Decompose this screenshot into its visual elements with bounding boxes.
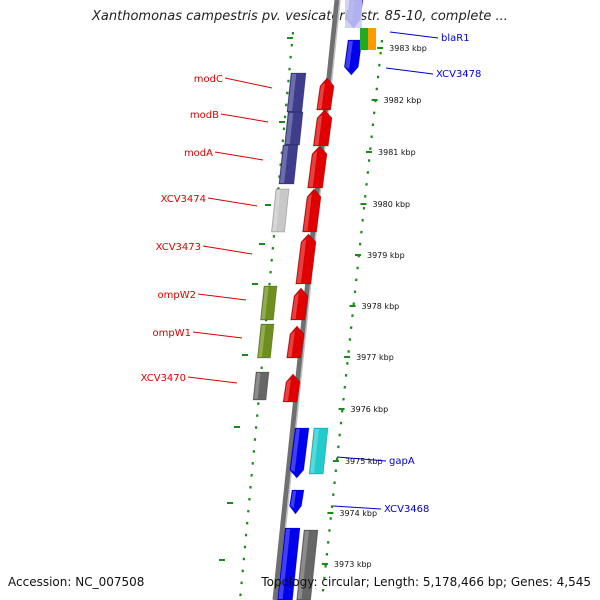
gene-modA-arrow-shade	[308, 151, 318, 187]
gene-XCV3474-arrow	[302, 188, 322, 233]
gene-XCV3468-arrow-shade	[290, 491, 297, 508]
gene-bottom-blue	[277, 527, 301, 600]
gene-label-XCV3468: XCV3468	[384, 504, 429, 515]
gene-XCV3470-box	[252, 371, 270, 401]
gene-label-XCV3478: XCV3478	[436, 69, 481, 80]
gene-XCV3468-arrow	[289, 489, 305, 515]
gene-ompW1-arrow-shade	[287, 331, 295, 357]
gene-ompW2-arrow-shade	[291, 293, 299, 319]
tick-label: 3982 kbp	[384, 96, 422, 105]
leader-line-modC	[224, 77, 273, 89]
gene-XCV3470-arrow	[282, 373, 301, 403]
gene-label-ompW1: ompW1	[153, 328, 191, 339]
gene-modB-arrow	[312, 109, 333, 147]
leader-line-gapA	[336, 456, 387, 462]
gene-modB-box	[284, 111, 304, 146]
gene-modA-box	[278, 144, 299, 185]
gene-label-modB: modB	[190, 110, 219, 121]
leader-line-XCV3473	[202, 245, 253, 255]
gene-gapA-arrow-shade	[290, 429, 300, 472]
gene-modB-arrow-shade	[314, 115, 323, 145]
gene-label-modA: modA	[184, 148, 213, 159]
gene-XCV3474-box	[271, 188, 290, 233]
leader-line-modB	[220, 113, 269, 123]
gene-XCV3474-arrow-shade	[303, 194, 312, 231]
tick-label: 3977 kbp	[356, 353, 394, 362]
gene-bottom-blue-shade	[278, 529, 291, 599]
tick-label: 3981 kbp	[378, 148, 416, 157]
genome-summary-text: Topology: circular; Length: 5,178,466 bp…	[261, 575, 591, 589]
leader-line-ompW2	[197, 293, 247, 301]
gene-label-XCV3473: XCV3473	[156, 242, 201, 253]
gene-modC-box-shade	[287, 74, 297, 111]
gene-gapA-arrow	[289, 427, 310, 479]
gene-XCV3473-arrow	[295, 233, 317, 285]
gene-label-XCV3474: XCV3474	[161, 194, 206, 205]
gene-bottom-grey	[296, 529, 319, 600]
gene-ompW1-box	[256, 323, 275, 359]
gene-modC-arrow	[316, 77, 335, 111]
map-title: Xanthomonas campestris pv. vesicatoria s…	[92, 9, 508, 24]
tick-label: 3979 kbp	[367, 251, 405, 260]
gene-XCV3474-box-shade	[272, 190, 281, 231]
gene-gapA-cyan	[308, 427, 329, 475]
tick-label: 3975 kbp	[345, 457, 383, 466]
gene-XCV3478-arrow-shade	[345, 41, 353, 69]
gene-gapA-cyan-shade	[310, 429, 319, 473]
leader-line-XCV3470	[187, 376, 238, 384]
gene-bottom-grey-shade	[297, 531, 309, 599]
gene-XCV3470-box-shade	[254, 373, 261, 399]
gene-ompW2-arrow	[290, 287, 309, 321]
gene-top-orange	[368, 28, 376, 50]
leader-line-XCV3468	[332, 505, 382, 510]
leader-line-XCV3474	[207, 197, 258, 207]
gene-label-modC: modC	[194, 74, 223, 85]
gene-ompW2-box	[259, 285, 278, 321]
gene-modC-arrow-shade	[317, 83, 325, 109]
leader-line-blaR1	[389, 31, 439, 39]
gene-ompW1-box-shade	[258, 325, 266, 357]
gene-top-green	[360, 28, 368, 50]
accession-text: Accession: NC_007508	[8, 575, 145, 589]
gene-modB-box-shade	[285, 113, 294, 144]
leader-line-XCV3478	[385, 67, 434, 75]
tick-label: 3974 kbp	[339, 509, 377, 518]
gene-label-blaR1: blaR1	[441, 33, 470, 44]
gene-XCV3473-arrow-shade	[296, 239, 307, 283]
tick-label: 3973 kbp	[334, 560, 372, 569]
tick-label: 3980 kbp	[372, 200, 410, 209]
gene-label-gapA: gapA	[389, 456, 415, 467]
gene-modA-box-shade	[279, 146, 289, 183]
tick-label: 3983 kbp	[389, 44, 427, 53]
gene-label-ompW2: ompW2	[158, 290, 196, 301]
leader-line-ompW1	[192, 331, 243, 339]
leader-line-modA	[214, 151, 264, 161]
tick-label: 3976 kbp	[351, 405, 389, 414]
gene-top-highlight	[345, 0, 362, 28]
gene-XCV3470-arrow-shade	[284, 379, 291, 401]
right-dotted-ring	[320, 39, 384, 600]
gene-ompW2-box-shade	[261, 287, 269, 319]
gene-label-XCV3470: XCV3470	[141, 373, 186, 384]
gene-XCV3478-arrow	[343, 39, 363, 76]
gene-modA-arrow	[307, 145, 328, 189]
gene-ompW1-arrow	[286, 325, 305, 359]
tick-label: 3978 kbp	[362, 302, 400, 311]
